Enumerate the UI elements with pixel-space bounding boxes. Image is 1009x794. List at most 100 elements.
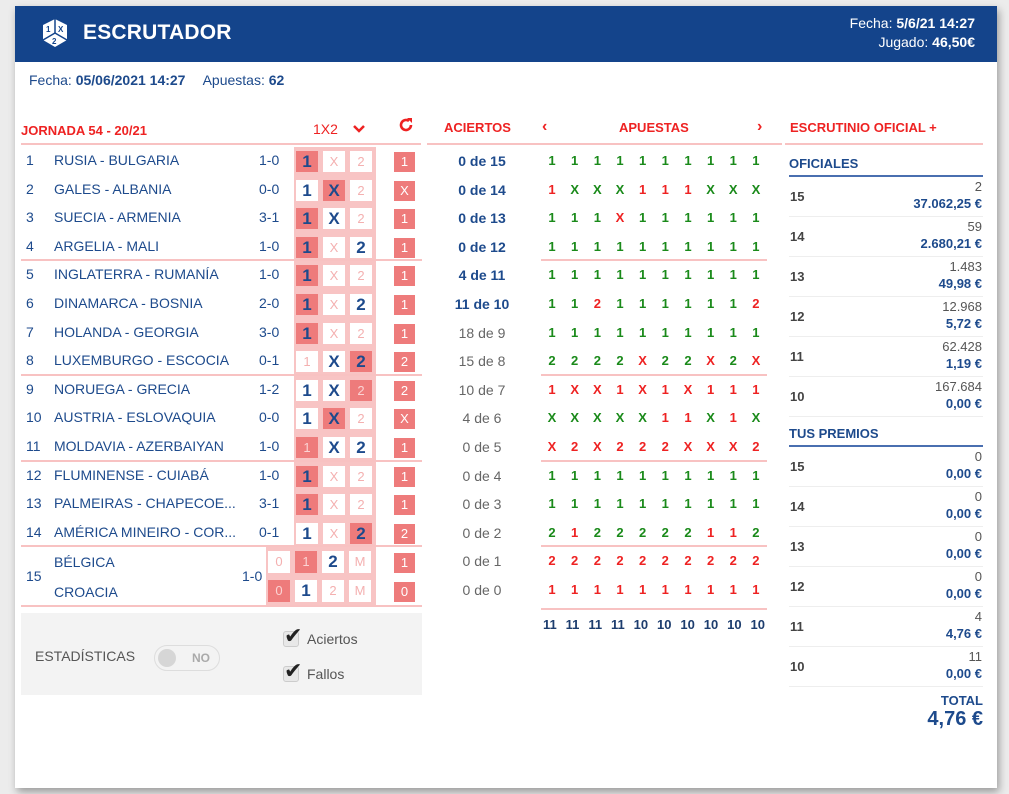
option-X[interactable]: X [323, 522, 345, 544]
option-2[interactable]: 2 [350, 465, 372, 487]
home-goal-1[interactable]: 1 [295, 551, 317, 574]
option-2[interactable]: 2 [350, 208, 372, 230]
type-selector[interactable]: 1X2 [313, 121, 338, 137]
option-X[interactable]: X [323, 236, 345, 258]
stats-label: ESTADÍSTICAS [35, 648, 136, 664]
option-X[interactable]: X [323, 151, 345, 172]
prize-row: 11 4 4,76 € [789, 607, 983, 647]
apuesta-sign: X [751, 353, 761, 369]
away-goal-0[interactable]: 0 [268, 580, 290, 603]
apuesta-sign: 2 [616, 353, 624, 369]
option-1[interactable]: 1 [296, 236, 318, 258]
refresh-icon[interactable] [398, 117, 414, 133]
apuesta-sign: 2 [639, 553, 647, 569]
option-2[interactable]: 2 [350, 379, 372, 401]
option-2[interactable]: 2 [350, 351, 372, 373]
prize-amount: 0,00 € [945, 666, 982, 681]
apuesta-sign: 1 [593, 496, 601, 512]
option-1[interactable]: 1 [296, 293, 318, 315]
option-X[interactable]: X [323, 351, 345, 373]
option-2[interactable]: 2 [350, 265, 372, 287]
away-goal-M[interactable]: M [349, 580, 371, 603]
option-1[interactable]: 1 [296, 208, 318, 230]
aciertos-checkbox[interactable]: ✔ Aciertos [283, 623, 358, 649]
option-2[interactable]: 2 [350, 151, 372, 172]
match-result: 2 [394, 523, 415, 544]
next-arrow-icon[interactable]: › [757, 118, 763, 135]
away-goal-2[interactable]: 2 [322, 580, 344, 603]
option-X[interactable]: X [323, 465, 345, 487]
apuesta-sign: 1 [661, 181, 669, 197]
apuesta-sign: 2 [752, 438, 760, 454]
apuesta-sign: 1 [684, 210, 692, 226]
option-2[interactable]: 2 [350, 494, 372, 516]
home-goal-2[interactable]: 2 [322, 551, 344, 574]
option-X[interactable]: X [323, 293, 345, 315]
option-X[interactable]: X [323, 322, 345, 344]
fallos-checkbox[interactable]: ✔ Fallos [283, 658, 345, 684]
aciertos-row: 0 de 1 [462, 553, 502, 570]
option-1[interactable]: 1 [296, 351, 318, 373]
match-score: 3-1 [259, 495, 280, 512]
option-2[interactable]: 2 [350, 293, 372, 315]
match-score: 3-0 [259, 323, 280, 340]
option-X[interactable]: X [323, 379, 345, 401]
option-2[interactable]: 2 [350, 408, 372, 430]
stats-toggle[interactable]: NO [154, 645, 220, 671]
svg-text:2: 2 [52, 37, 57, 46]
apuesta-sign: X [570, 381, 579, 397]
match-number: 14 [26, 523, 42, 540]
option-2[interactable]: 2 [350, 522, 372, 544]
prize-category: 12 [790, 309, 805, 324]
prize-row: 13 1.483 49,98 € [789, 257, 983, 297]
match-result: X [394, 409, 415, 430]
prize-category: 13 [790, 269, 805, 284]
chevron-down-icon[interactable] [352, 124, 366, 134]
option-1[interactable]: 1 [296, 379, 318, 401]
apuesta-sign: 2 [593, 353, 601, 369]
option-1[interactable]: 1 [296, 322, 318, 344]
option-X[interactable]: X [323, 265, 345, 287]
apuesta-sign: 1 [706, 153, 715, 168]
home-goal-M[interactable]: M [349, 551, 371, 574]
option-1[interactable]: 1 [296, 465, 318, 487]
option-X[interactable]: X [323, 436, 345, 458]
option-1[interactable]: 1 [296, 408, 318, 430]
apuesta-sign: 1 [729, 238, 737, 254]
option-1[interactable]: 1 [296, 265, 318, 287]
option-1[interactable]: 1 [296, 436, 318, 458]
apuesta-sign: 2 [616, 438, 624, 454]
prev-arrow-icon[interactable]: ‹ [542, 118, 548, 135]
apuesta-sign: 2 [548, 524, 556, 540]
option-X[interactable]: X [323, 408, 345, 430]
total-block: TOTAL 4,76 € [789, 687, 983, 731]
option-1[interactable]: 1 [296, 494, 318, 516]
option-1[interactable]: 1 [296, 151, 318, 172]
option-2[interactable]: 2 [350, 179, 372, 201]
apuesta-sign: X [751, 181, 761, 197]
home-goal-0[interactable]: 0 [268, 551, 290, 574]
option-2[interactable]: 2 [350, 436, 372, 458]
apuesta-sign: X [683, 381, 693, 397]
option-X[interactable]: X [323, 208, 345, 230]
apuesta-sign: 1 [639, 324, 647, 340]
option-2[interactable]: 2 [350, 236, 372, 258]
apuesta-sign: 1 [639, 210, 647, 226]
apuesta-sign: X [592, 181, 602, 197]
apuesta-sign: 1 [752, 153, 760, 168]
option-1[interactable]: 1 [296, 179, 318, 201]
escrutinio-title[interactable]: ESCRUTINIO OFICIAL + [790, 120, 937, 135]
option-X[interactable]: X [323, 179, 345, 201]
option-X[interactable]: X [323, 494, 345, 516]
aciertos-row: 0 de 4 [462, 467, 502, 484]
oficiales-title: OFICIALES [789, 147, 983, 177]
match-teams: INGLATERRA - RUMANÍA [54, 266, 219, 283]
away-goal-1[interactable]: 1 [295, 580, 317, 603]
option-2[interactable]: 2 [350, 322, 372, 344]
option-1[interactable]: 1 [296, 522, 318, 544]
